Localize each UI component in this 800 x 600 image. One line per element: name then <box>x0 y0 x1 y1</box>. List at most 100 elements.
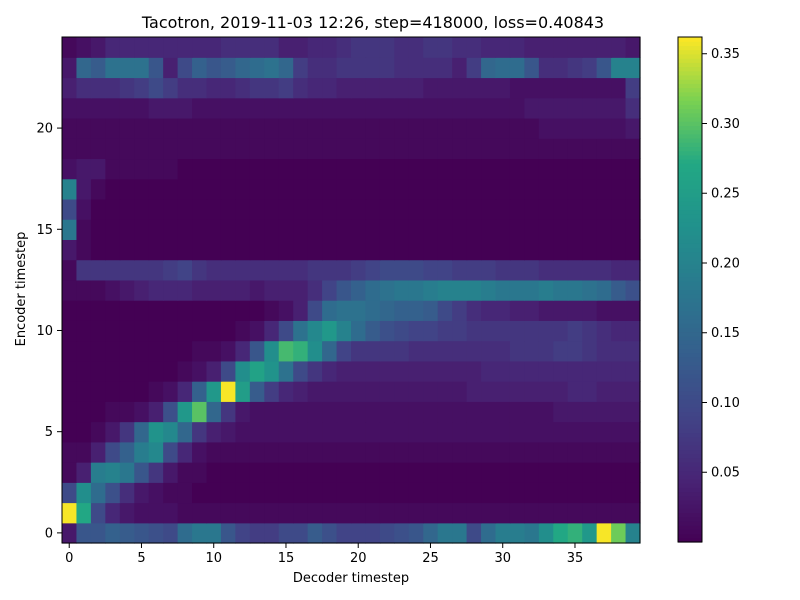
heatmap-cell <box>509 320 525 342</box>
heatmap-cell <box>62 300 78 321</box>
heatmap-cell <box>249 77 265 99</box>
heatmap-cell <box>148 320 164 342</box>
heatmap-cell <box>293 77 309 99</box>
heatmap-cell <box>351 441 367 463</box>
heatmap-cell <box>134 77 150 99</box>
heatmap-cell <box>408 57 424 79</box>
heatmap-cell <box>148 462 164 483</box>
heatmap-cell <box>220 138 236 160</box>
heatmap-cell <box>611 502 627 524</box>
heatmap-cell <box>408 178 424 200</box>
heatmap-cell <box>509 401 525 423</box>
heatmap-cell <box>538 37 554 58</box>
heatmap-cell <box>625 522 641 544</box>
heatmap-cell <box>351 117 367 139</box>
heatmap-cell <box>105 138 121 160</box>
heatmap-cell <box>148 178 164 200</box>
heatmap-cell <box>249 219 265 240</box>
heatmap-cell <box>351 37 367 58</box>
heatmap-cell <box>495 178 511 200</box>
heatmap-cell <box>452 117 468 139</box>
heatmap-cell <box>553 178 569 200</box>
colorbar-segment <box>678 53 702 59</box>
heatmap-cell <box>322 502 338 524</box>
heatmap-cell <box>423 462 439 483</box>
heatmap-cell <box>481 320 497 342</box>
heatmap-cell <box>625 381 641 402</box>
heatmap-cell <box>177 117 193 139</box>
colorbar-segment <box>678 230 702 236</box>
heatmap-cell <box>408 482 424 504</box>
heatmap-cell <box>538 117 554 139</box>
y-tick-label: 15 <box>36 223 53 238</box>
heatmap-cell <box>596 381 612 402</box>
heatmap-cell <box>423 158 439 180</box>
heatmap-cell <box>206 138 222 160</box>
heatmap-cell <box>264 522 280 544</box>
colorbar-segment <box>678 327 702 333</box>
heatmap-cell <box>322 279 338 301</box>
heatmap-cell <box>264 219 280 240</box>
heatmap-cell <box>509 522 525 544</box>
heatmap-cell <box>538 279 554 301</box>
colorbar-segment <box>678 226 702 232</box>
heatmap-cell <box>336 401 352 423</box>
colorbar-segment <box>678 344 702 350</box>
heatmap-cell <box>278 178 294 200</box>
heatmap-cell <box>553 381 569 402</box>
heatmap-cell <box>553 502 569 524</box>
heatmap-cell <box>105 279 121 301</box>
heatmap-cell <box>452 300 468 321</box>
heatmap-cell <box>408 300 424 321</box>
heatmap-cell <box>437 421 453 443</box>
heatmap-cell <box>625 441 641 463</box>
heatmap-cell <box>553 279 569 301</box>
heatmap-cell <box>466 37 482 58</box>
heatmap-cell <box>466 381 482 402</box>
colorbar-segment <box>678 508 702 514</box>
heatmap-cell <box>379 401 395 423</box>
heatmap-cell <box>206 57 222 79</box>
colorbar-segment <box>678 251 702 257</box>
heatmap-cell <box>625 178 641 200</box>
heatmap-cell <box>163 320 179 342</box>
heatmap-cell <box>206 158 222 180</box>
heatmap-cell <box>134 381 150 402</box>
colorbar-segment <box>678 175 702 181</box>
heatmap-cell <box>177 320 193 342</box>
heatmap-cell <box>452 360 468 382</box>
heatmap-cell <box>148 97 164 119</box>
heatmap-cell <box>452 138 468 160</box>
heatmap-cell <box>437 441 453 463</box>
colorbar-segment <box>678 247 702 253</box>
heatmap-cell <box>351 522 367 544</box>
heatmap-cell <box>90 158 106 180</box>
heatmap-cell <box>582 462 598 483</box>
colorbar-segment <box>678 302 702 307</box>
heatmap-cell <box>596 360 612 382</box>
heatmap-cell <box>293 178 309 200</box>
heatmap-cell <box>192 421 208 443</box>
heatmap-cell <box>76 340 92 362</box>
heatmap-cell <box>567 340 583 362</box>
heatmap-cell <box>322 320 338 342</box>
heatmap-cell <box>264 421 280 443</box>
heatmap-cell <box>509 138 525 160</box>
heatmap-cell <box>278 320 294 342</box>
heatmap-cell <box>336 502 352 524</box>
colorbar: 0.05 0.10 0.15 0.20 0.25 0.30 0.35 <box>677 36 740 543</box>
heatmap-cell <box>567 522 583 544</box>
heatmap-cell <box>524 462 540 483</box>
heatmap-cell <box>509 97 525 119</box>
heatmap-cell <box>90 57 106 79</box>
heatmap-cell <box>76 219 92 240</box>
heatmap-cell <box>351 57 367 79</box>
heatmap-cell <box>105 381 121 402</box>
heatmap-cell <box>76 178 92 200</box>
heatmap-cell <box>235 462 251 483</box>
heatmap-cell <box>509 219 525 240</box>
colorbar-segment <box>678 196 702 202</box>
heatmap-cell <box>322 178 338 200</box>
heatmap-cell <box>452 77 468 99</box>
heatmap-cell <box>625 138 641 160</box>
